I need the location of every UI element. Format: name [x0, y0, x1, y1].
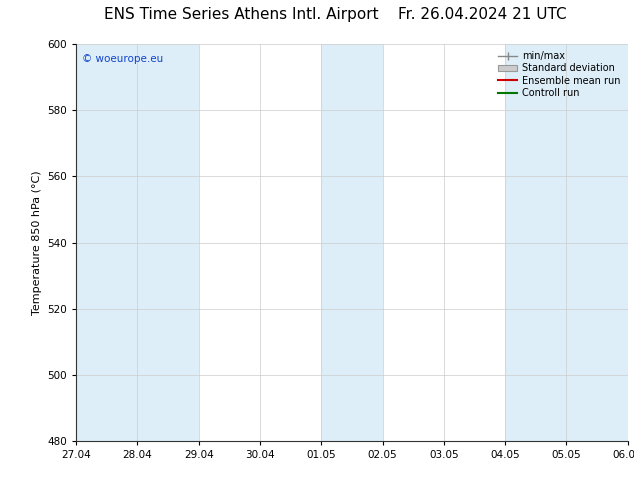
Text: ENS Time Series Athens Intl. Airport: ENS Time Series Athens Intl. Airport: [103, 7, 378, 22]
Bar: [76, 44, 138, 441]
Text: Fr. 26.04.2024 21 UTC: Fr. 26.04.2024 21 UTC: [398, 7, 566, 22]
Bar: [505, 44, 566, 441]
Bar: [321, 44, 382, 441]
Text: © woeurope.eu: © woeurope.eu: [82, 54, 163, 64]
Legend: min/max, Standard deviation, Ensemble mean run, Controll run: min/max, Standard deviation, Ensemble me…: [496, 49, 623, 100]
Y-axis label: Temperature 850 hPa (°C): Temperature 850 hPa (°C): [32, 170, 42, 315]
Bar: [566, 44, 628, 441]
Bar: [138, 44, 198, 441]
